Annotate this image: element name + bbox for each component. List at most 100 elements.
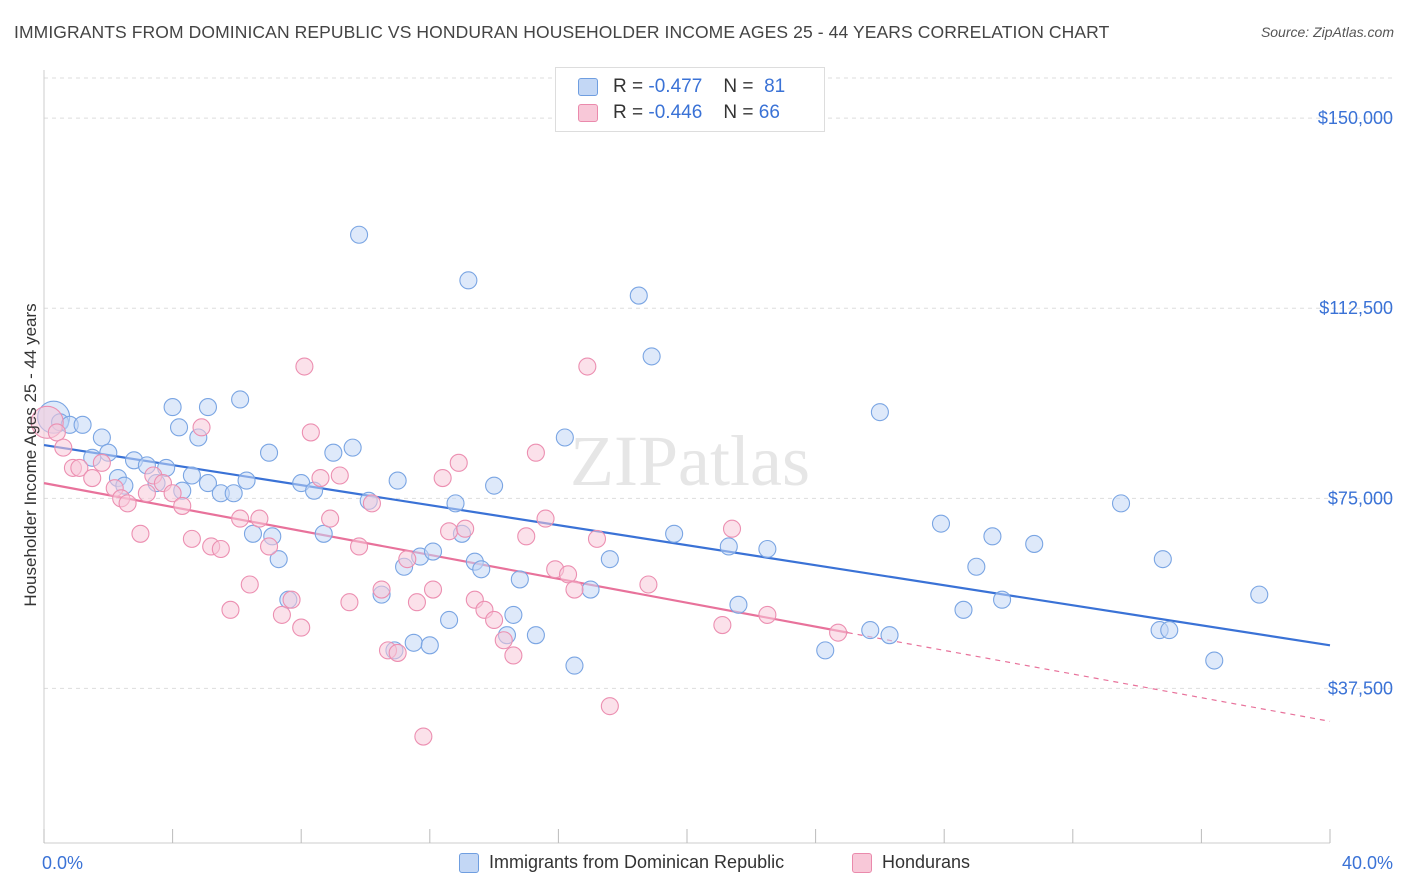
point-honduran xyxy=(295,357,314,376)
point-dominican xyxy=(243,524,263,543)
point-dominican xyxy=(472,560,491,579)
point-honduran xyxy=(54,438,73,457)
point-dominican xyxy=(729,595,748,614)
point-honduran xyxy=(504,646,523,665)
series-swatch-blue xyxy=(459,853,479,873)
point-dominican xyxy=(224,484,243,503)
point-dominican xyxy=(440,610,459,630)
x-tick-label: 40.0% xyxy=(1342,853,1393,873)
point-dominican xyxy=(1111,494,1131,513)
point-honduran xyxy=(388,643,407,662)
point-dominican xyxy=(504,605,523,624)
point-dominican xyxy=(182,466,201,485)
point-honduran xyxy=(578,357,597,376)
point-dominican xyxy=(581,580,600,599)
point-dominican xyxy=(510,570,529,589)
point-honduran xyxy=(163,484,182,503)
point-honduran xyxy=(536,509,555,528)
point-honduran xyxy=(221,600,240,619)
point-honduran xyxy=(311,468,330,488)
axes xyxy=(43,70,1331,844)
point-dominican xyxy=(993,590,1012,609)
point-honduran xyxy=(526,443,545,462)
point-honduran xyxy=(282,590,301,609)
point-dominican xyxy=(446,494,465,513)
y-tick-label: $37,500 xyxy=(1328,678,1393,698)
point-dominican xyxy=(555,428,574,447)
point-honduran xyxy=(494,631,513,650)
point-honduran xyxy=(211,539,230,559)
trend-line-dominican xyxy=(43,444,1331,647)
legend-r-value: -0.446 xyxy=(648,102,703,123)
point-honduran xyxy=(722,519,742,538)
point-dominican xyxy=(485,476,504,495)
point-honduran xyxy=(192,418,211,437)
point-dominican xyxy=(324,443,343,462)
point-honduran xyxy=(449,453,468,472)
point-dominican xyxy=(73,415,92,434)
trend-line-honduran-extension xyxy=(847,632,1331,722)
point-dominican xyxy=(92,428,111,447)
legend-swatch-pink xyxy=(578,104,598,122)
point-honduran xyxy=(639,575,658,594)
point-honduran xyxy=(414,727,433,746)
point-honduran xyxy=(398,550,417,569)
legend-r-value: -0.477 xyxy=(648,76,703,97)
point-dominican xyxy=(1205,651,1224,670)
legend-r-label: R = xyxy=(613,102,644,123)
y-tick-label: $112,500 xyxy=(1319,298,1393,318)
point-honduran xyxy=(131,524,150,543)
legend-r-label: R = xyxy=(613,76,644,97)
point-honduran xyxy=(758,605,777,624)
point-honduran xyxy=(137,484,156,503)
point-honduran xyxy=(231,509,250,528)
correlation-legend: R = -0.477 N = 81 R = -0.446 N = 66 xyxy=(555,67,825,132)
point-honduran xyxy=(713,615,732,635)
point-honduran xyxy=(440,522,459,541)
point-dominican xyxy=(259,443,279,462)
point-honduran xyxy=(70,458,89,477)
point-dominican xyxy=(665,524,684,543)
point-dominican xyxy=(870,403,889,422)
point-honduran xyxy=(301,423,320,442)
point-honduran xyxy=(321,509,340,528)
point-honduran xyxy=(372,580,391,599)
point-honduran xyxy=(240,575,259,594)
point-dominican xyxy=(198,398,218,417)
legend-n-value: 81 xyxy=(764,76,786,97)
point-dominican xyxy=(600,550,619,569)
point-dominican xyxy=(388,471,407,490)
point-honduran xyxy=(600,697,619,716)
point-honduran xyxy=(517,527,536,546)
point-honduran xyxy=(292,618,311,637)
point-honduran xyxy=(83,468,102,488)
point-dominican xyxy=(861,621,880,640)
point-dominican xyxy=(231,390,250,409)
point-dominican xyxy=(423,542,443,561)
point-dominican xyxy=(314,524,333,543)
point-dominican xyxy=(642,347,661,366)
point-honduran xyxy=(829,623,848,642)
point-dominican xyxy=(565,656,584,675)
legend-n-value: 66 xyxy=(758,102,780,123)
legend-n-label: N = xyxy=(723,102,754,123)
point-dominican xyxy=(526,626,545,645)
point-dominican xyxy=(719,537,738,556)
point-honduran xyxy=(407,593,426,612)
point-dominican xyxy=(983,527,1002,546)
point-honduran xyxy=(250,509,269,528)
point-honduran xyxy=(118,494,137,513)
chart-title: IMMIGRANTS FROM DOMINICAN REPUBLIC VS HO… xyxy=(14,22,1110,42)
point-dominican xyxy=(169,418,189,437)
point-dominican xyxy=(1153,550,1172,569)
point-dominican xyxy=(420,636,439,655)
point-dominican xyxy=(404,633,423,652)
point-dominican xyxy=(880,626,899,645)
point-honduran xyxy=(259,537,279,556)
point-dominican xyxy=(343,438,362,457)
y-axis-label: Householder Income Ages 25 - 44 years xyxy=(21,303,40,606)
point-dominican xyxy=(269,550,288,569)
point-honduran xyxy=(587,529,607,548)
x-tick-label: 0.0% xyxy=(42,853,83,873)
point-honduran xyxy=(350,537,369,556)
